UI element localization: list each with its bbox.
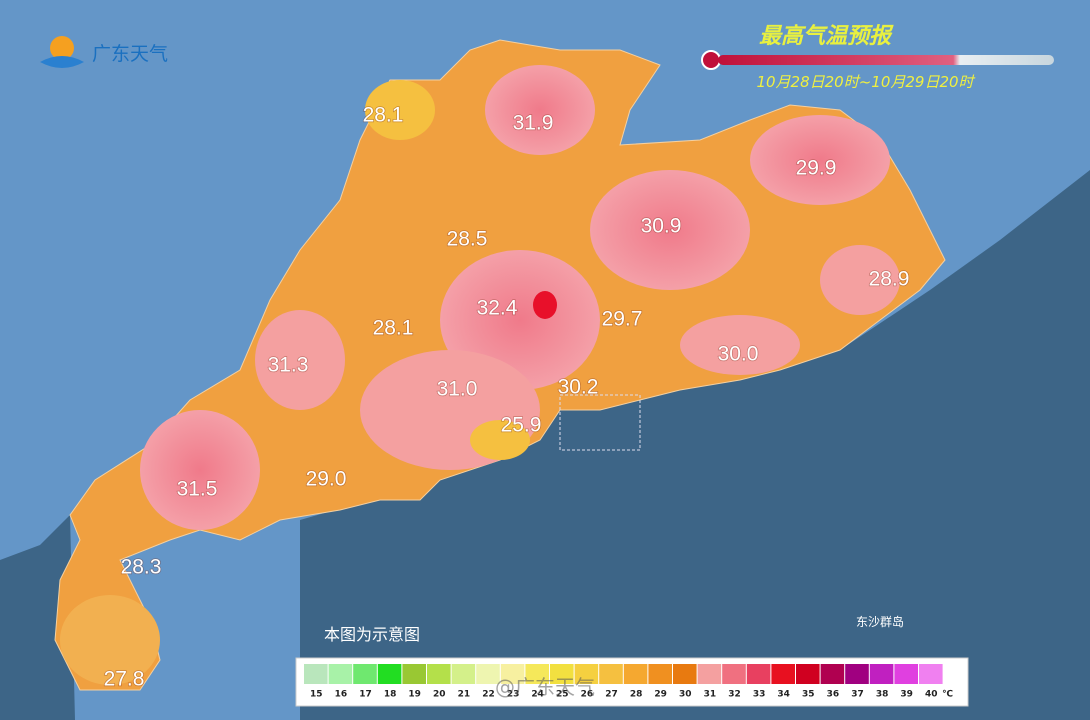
legend-label: 17	[359, 690, 372, 700]
legend-label: 34	[777, 690, 790, 700]
legend-swatch	[574, 664, 599, 684]
legend-label: 19	[408, 690, 421, 700]
station-temp: 28.1	[363, 104, 404, 127]
legend-unit: ℃	[942, 690, 953, 700]
legend-label: 32	[728, 690, 741, 700]
legend-swatch	[894, 664, 918, 684]
watermark: @广东天气	[495, 675, 595, 699]
legend-label: 40	[925, 690, 938, 700]
legend-swatch	[328, 664, 353, 684]
station-temp: 30.0	[718, 343, 759, 366]
station-temp: 31.5	[177, 478, 218, 501]
legend-label: 21	[458, 690, 471, 700]
legend-swatch	[869, 664, 894, 684]
hot-zones	[60, 65, 900, 685]
station-temp: 29.0	[306, 468, 347, 491]
thermo-bulb	[701, 50, 721, 70]
legend-swatch	[599, 664, 623, 684]
island-label: 东沙群岛	[856, 614, 904, 629]
legend-swatch	[427, 664, 451, 684]
legend-swatch	[845, 664, 869, 684]
sea	[0, 170, 1090, 720]
legend-swatch	[771, 664, 795, 684]
legend-label: 20	[433, 690, 446, 700]
legend: 15 16 17 18 19 20 21 22 23 24 25 26 27 28 29 30 31 32 33 34…	[304, 664, 953, 700]
station-temp: 28.1	[373, 317, 414, 340]
thermo-bar	[718, 55, 1054, 65]
legend-swatch	[525, 664, 549, 684]
station-temp: 31.0	[437, 378, 478, 401]
legend-swatch	[673, 664, 697, 684]
legend-label: 35	[802, 690, 815, 700]
legend-label: 33	[753, 690, 766, 700]
legend-label: 27	[605, 690, 618, 700]
stations: 28.1 31.9 29.9 30.9 28.5 28.9 32.4 29.7 28.1 31.3…	[103, 103, 910, 692]
legend-swatch	[476, 664, 500, 684]
period: 10月28日20时~10月29日20时	[756, 73, 975, 91]
station-temp: 31.3	[268, 354, 309, 377]
legend-label: 28	[630, 690, 643, 700]
legend-label: 26	[581, 690, 594, 700]
station-temp: 28.9	[869, 268, 910, 291]
legend-swatch	[451, 664, 476, 684]
legend-swatch	[377, 664, 402, 684]
legend-swatch	[304, 664, 328, 684]
station-temp: 30.2	[558, 376, 599, 399]
legend-swatch	[550, 664, 574, 684]
station-temp: 31.9	[513, 112, 554, 135]
legend-swatch	[648, 664, 672, 684]
legend-label: 18	[384, 690, 397, 700]
logo: 广东天气	[40, 36, 168, 68]
legend-label: 23	[507, 690, 520, 700]
legend-swatch	[820, 664, 845, 684]
legend-label: 38	[876, 690, 889, 700]
legend-label: 25	[556, 690, 569, 700]
station-temp: 30.9	[641, 215, 682, 238]
legend-label: 16	[335, 690, 348, 700]
station-temp: 25.9	[501, 414, 542, 437]
legend-label: 22	[482, 690, 495, 700]
legend-label: 29	[654, 690, 667, 700]
inset-box	[559, 394, 641, 451]
station-temp: 29.9	[796, 157, 837, 180]
legend-swatch	[623, 664, 648, 684]
legend-swatch	[697, 664, 722, 684]
legend-swatch	[722, 664, 746, 684]
legend-swatch	[353, 664, 377, 684]
legend-label: 31	[704, 690, 717, 700]
legend-swatch	[919, 664, 943, 684]
legend-swatch	[796, 664, 820, 684]
station-temp: 32.4	[477, 297, 518, 320]
legend-label: 15	[310, 690, 323, 700]
station-temp: 27.8	[104, 668, 145, 691]
legend-label: 37	[851, 690, 864, 700]
legend-label: 39	[900, 690, 913, 700]
station-temp: 29.7	[602, 308, 643, 331]
title: 最高气温预报	[759, 23, 894, 49]
legend-swatch	[402, 664, 426, 684]
legend-label: 36	[827, 690, 840, 700]
note: 本图为示意图	[324, 625, 420, 644]
legend-label: 30	[679, 690, 692, 700]
legend-swatch	[746, 664, 771, 684]
station-temp: 28.3	[121, 556, 162, 579]
station-temp: 28.5	[447, 228, 488, 251]
legend-swatch	[500, 664, 525, 684]
logo-text: 广东天气	[92, 43, 168, 65]
legend-label: 24	[531, 690, 544, 700]
